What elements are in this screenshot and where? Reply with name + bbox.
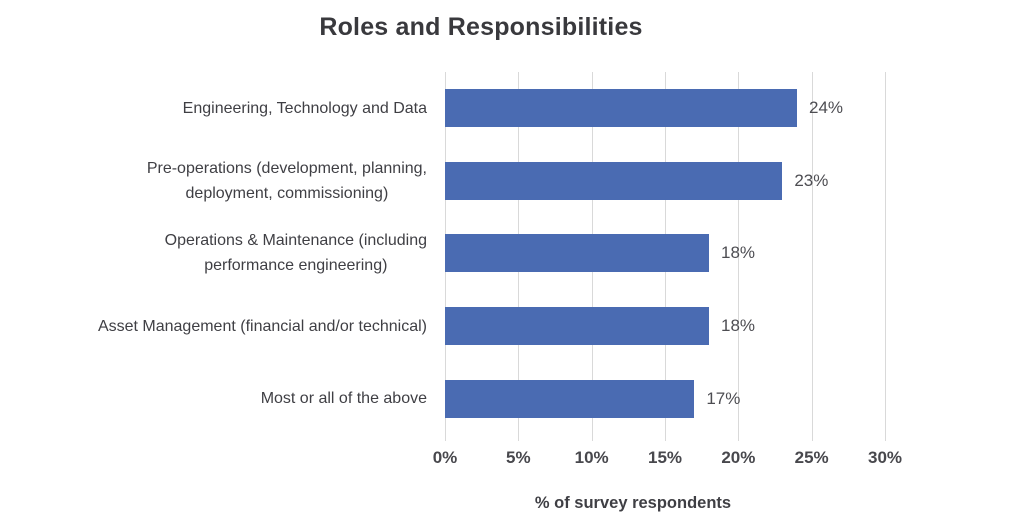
x-tick-label: 20% <box>721 448 756 467</box>
bar <box>445 307 709 346</box>
value-label: 18% <box>721 243 756 263</box>
chart-row: Operations & Maintenance (including perfo… <box>0 217 1027 290</box>
value-label: 24% <box>809 98 844 118</box>
category-label: Operations & Maintenance (including perfo… <box>164 232 427 275</box>
gridline <box>738 72 740 441</box>
bar <box>445 161 783 200</box>
x-axis-label: % of survey respondents <box>534 494 732 512</box>
bar-zone: 18% <box>445 234 885 273</box>
category-label: Most or all of the above <box>260 390 427 408</box>
x-tick-label: 10% <box>574 448 609 467</box>
chart-row: Engineering, Technology and Data 24% <box>0 72 1027 145</box>
category-label-cell: Pre-operations (development, planning, de… <box>0 156 445 206</box>
bar-zone: 24% <box>445 89 885 128</box>
bar-zone: 18% <box>445 307 885 346</box>
gridline <box>811 72 813 441</box>
chart-title: Roles and Responsibilities <box>319 13 643 41</box>
chart-rows: Engineering, Technology and Data 24% Pre-o… <box>0 72 1027 435</box>
x-tick-label: 15% <box>647 448 683 467</box>
chart-row: Asset Management (financial and/or techn… <box>0 290 1027 363</box>
bar-zone: 17% <box>445 379 885 418</box>
category-label-cell: Operations & Maintenance (including perfo… <box>0 228 445 278</box>
bar <box>445 234 709 273</box>
value-label: 18% <box>721 316 756 336</box>
x-tick-label: 5% <box>506 448 531 467</box>
x-tick-label: 25% <box>794 448 829 467</box>
value-label: 23% <box>794 170 829 190</box>
x-tick-label: 30% <box>867 448 903 467</box>
category-label-cell: Asset Management (financial and/or techn… <box>0 314 445 339</box>
category-label-cell: Engineering, Technology and Data <box>0 96 445 121</box>
x-tick-label: 0% <box>432 448 458 467</box>
chart-row: Most or all of the above 17% <box>0 362 1027 435</box>
category-label-cell: Most or all of the above <box>0 386 445 411</box>
bar <box>445 379 695 418</box>
category-label: Engineering, Technology and Data <box>182 99 427 117</box>
bar <box>445 89 797 128</box>
bar-zone: 23% <box>445 161 885 200</box>
chart-row: Pre-operations (development, planning, de… <box>0 145 1027 218</box>
category-label: Pre-operations (development, planning, de… <box>146 159 427 202</box>
value-label: 17% <box>706 388 741 408</box>
gridline <box>885 72 886 441</box>
category-label: Asset Management (financial and/or techn… <box>97 317 427 335</box>
x-axis-ticks: 0% 5% 10% 15% 20% 25% 30% <box>433 448 902 470</box>
